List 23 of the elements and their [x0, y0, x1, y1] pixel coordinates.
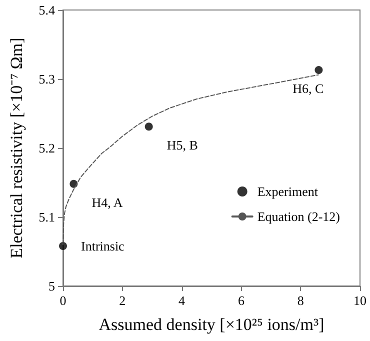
x-tick-label: 8 [297, 293, 304, 308]
x-tick-label: 4 [178, 293, 186, 308]
annotation: Intrinsic [81, 238, 125, 254]
x-tick-label: 0 [60, 293, 66, 308]
annotation: H5, B [166, 138, 198, 153]
y-tick-label: 5.3 [38, 72, 55, 86]
legend-label: Experiment [257, 184, 318, 199]
annotation: H4, A [92, 194, 124, 210]
x-tick-label: 2 [119, 293, 126, 308]
y-axis-title: Electrical resistivity [×10⁻⁷ Ωm] [7, 38, 26, 258]
x-tick-label: 10 [354, 293, 366, 308]
legend-label: Equation (2-12) [257, 209, 340, 224]
point [59, 242, 67, 250]
y-tick-label: 5.4 [38, 2, 56, 18]
y-tick-label: 5.2 [38, 140, 55, 156]
x-axis-title: Assumed density [×10²⁵ ions/m³] [98, 315, 324, 334]
y-tick-label: 5.1 [38, 210, 55, 224]
point [314, 66, 323, 74]
annotation: H6, C [292, 81, 324, 96]
point [70, 180, 78, 188]
y-tick-label: 5 [48, 278, 55, 294]
point [144, 122, 153, 131]
x-tick-label: 6 [238, 293, 245, 308]
